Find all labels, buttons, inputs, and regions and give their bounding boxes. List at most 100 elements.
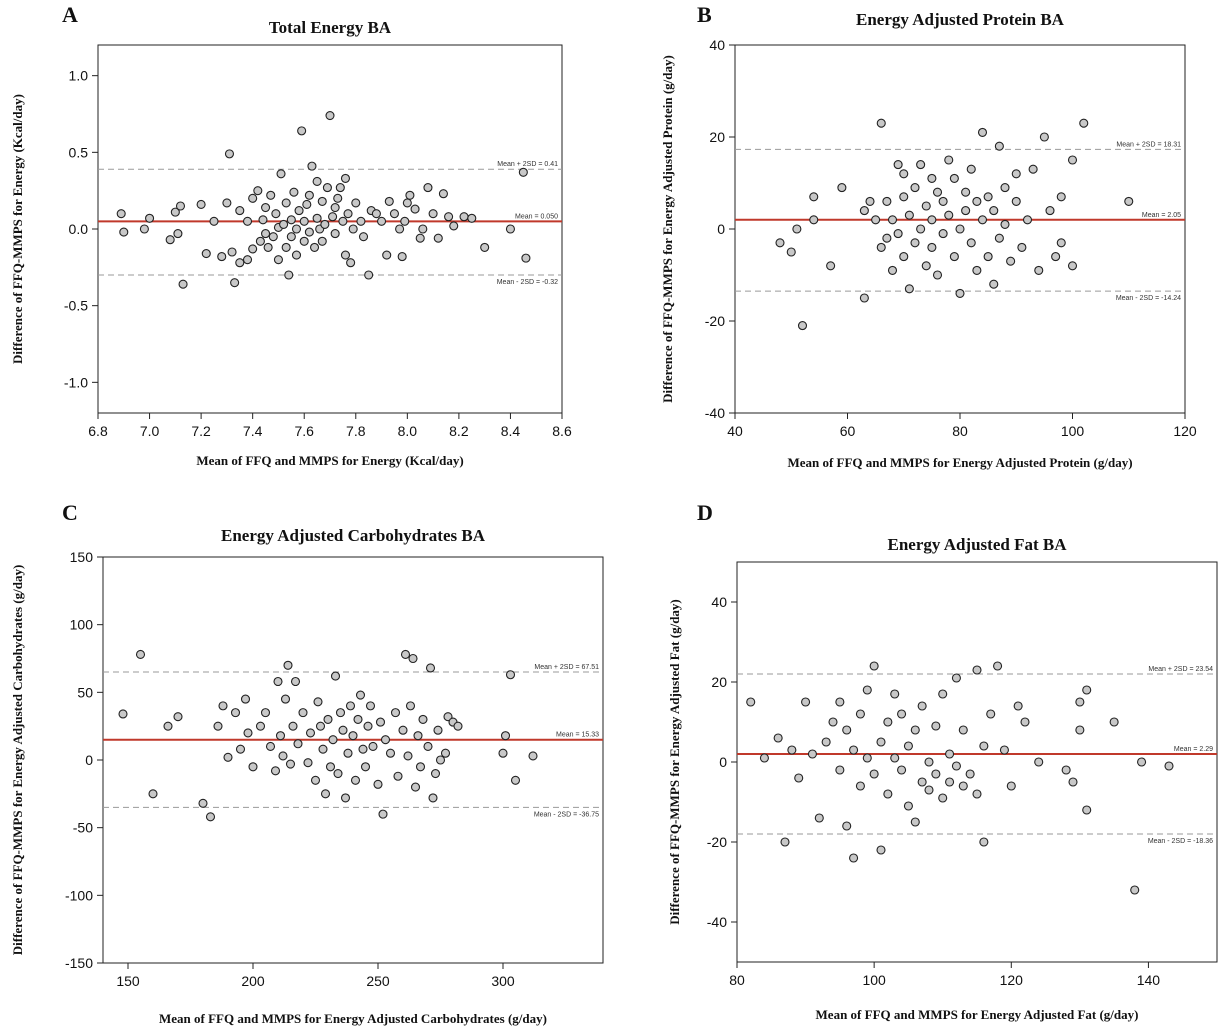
data-point (351, 198, 361, 208)
data-point (965, 769, 975, 779)
data-point (175, 201, 186, 211)
data-point (173, 229, 183, 239)
y-tick-label: -0.5 (64, 298, 88, 314)
data-point (890, 753, 900, 763)
data-point (293, 739, 303, 749)
data-point (346, 258, 356, 268)
data-point (373, 779, 383, 789)
data-point (903, 741, 913, 751)
data-point (235, 258, 245, 268)
x-tick-label: 8.2 (449, 423, 469, 439)
x-tick-label: 7.6 (294, 423, 314, 439)
data-point (876, 118, 886, 128)
data-point (201, 248, 211, 259)
data-point (348, 224, 358, 234)
x-tick-label: 300 (491, 973, 515, 989)
data-point (862, 685, 872, 695)
data-point (255, 236, 265, 246)
y-tick-label: -40 (705, 405, 725, 421)
lower-limit-label: Mean - 2SD = -0.32 (497, 279, 558, 286)
data-point (893, 229, 903, 239)
data-point (299, 236, 309, 246)
data-point (273, 255, 283, 265)
mean-label: Mean = 2.05 (1142, 212, 1181, 219)
data-point (904, 284, 914, 294)
data-point (828, 717, 838, 727)
data-point (400, 216, 410, 226)
data-point (945, 777, 955, 787)
data-point (449, 221, 459, 231)
panel-letter: B (697, 2, 712, 27)
data-point (883, 789, 893, 799)
data-point (977, 215, 988, 225)
data-point (312, 176, 322, 187)
data-point (320, 789, 331, 799)
data-point (883, 717, 893, 727)
data-point (780, 837, 790, 847)
data-point (286, 215, 296, 225)
data-point (363, 721, 373, 731)
data-point (400, 649, 411, 659)
panel-letter: C (62, 500, 78, 525)
data-point (842, 821, 852, 831)
data-point (989, 279, 999, 289)
data-point (281, 198, 291, 208)
data-point (849, 745, 859, 755)
data-point (835, 697, 845, 707)
data-point (927, 215, 937, 225)
data-point (148, 789, 158, 799)
chart-title: Total Energy BA (269, 18, 392, 37)
data-point (410, 782, 421, 792)
y-tick-label: -20 (707, 834, 727, 850)
data-point (340, 250, 351, 260)
mean-label: Mean = 2.29 (1174, 746, 1213, 753)
data-point (307, 161, 317, 171)
x-tick-label: 7.8 (346, 423, 366, 439)
data-point (345, 701, 356, 711)
data-point (1034, 757, 1044, 767)
data-point (1082, 805, 1092, 815)
data-point (1056, 238, 1066, 248)
data-point (242, 216, 253, 226)
data-point (360, 762, 371, 772)
y-tick-label: 100 (70, 617, 94, 633)
data-point (410, 204, 420, 214)
data-point (510, 775, 521, 785)
data-point (364, 270, 374, 280)
data-point (444, 212, 454, 222)
x-tick-label: 8.0 (398, 423, 418, 439)
data-point (855, 781, 865, 791)
y-tick-label: -150 (65, 955, 93, 971)
data-point (1056, 192, 1066, 202)
chart-title: Energy Adjusted Protein BA (856, 10, 1065, 29)
data-point (945, 749, 955, 759)
data-point (353, 714, 363, 724)
data-point (258, 215, 268, 225)
data-point (235, 206, 245, 216)
data-point (224, 149, 235, 159)
data-point (949, 252, 959, 262)
data-point (837, 183, 847, 193)
data-point (459, 212, 469, 222)
data-point (927, 242, 937, 252)
data-point (198, 798, 208, 808)
x-axis-label: Mean of FFQ and MMPS for Energy Adjusted… (159, 1011, 547, 1026)
data-point (944, 155, 954, 165)
data-point (340, 793, 351, 803)
data-point (335, 183, 345, 193)
data-point (330, 229, 340, 239)
data-point (966, 164, 976, 174)
x-tick-label: 7.2 (191, 423, 211, 439)
data-point (433, 725, 443, 735)
data-point (887, 215, 898, 225)
data-point (275, 731, 286, 741)
data-point (135, 649, 146, 659)
data-point (899, 192, 909, 202)
data-point (261, 202, 271, 213)
data-point (518, 167, 528, 177)
data-point (338, 216, 348, 226)
data-point (371, 209, 381, 219)
data-point (794, 773, 804, 783)
data-point (932, 270, 943, 280)
x-tick-label: 7.4 (243, 423, 263, 439)
